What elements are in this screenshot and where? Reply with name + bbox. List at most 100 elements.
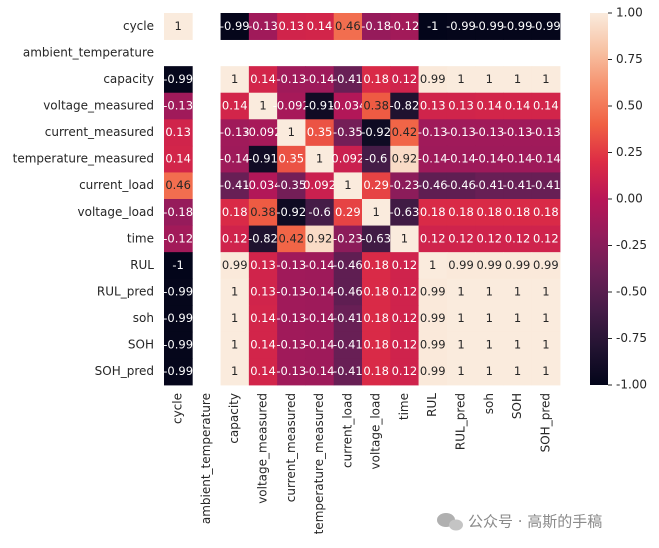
- cell-label: -0.92: [276, 205, 306, 219]
- cell-label: 0.12: [420, 231, 446, 245]
- cell-label: -0.63: [390, 205, 420, 219]
- heatmap-cell: [164, 305, 193, 333]
- heatmap-cell: [418, 172, 448, 200]
- heatmap-cell: [418, 66, 448, 94]
- heatmap-cell: [446, 92, 476, 120]
- heatmap-cell: [531, 145, 561, 173]
- cell-label: 1: [231, 338, 238, 352]
- cell-label: -0.092: [273, 99, 310, 113]
- heatmap-cell: [503, 172, 533, 200]
- x-tick-label: SOH: [510, 393, 524, 419]
- heatmap-cell: [277, 358, 306, 386]
- cell-label: 0.42: [392, 125, 418, 139]
- cell-label: 1: [372, 205, 379, 219]
- cell-label: 0.12: [392, 72, 418, 86]
- cell-label: -0.23: [333, 231, 363, 245]
- cell-label: 0.18: [533, 205, 559, 219]
- cell-label: -0.13: [503, 125, 533, 139]
- heatmap-cell: [418, 199, 448, 226]
- cell-label: 0.13: [420, 99, 446, 113]
- y-tick-label: voltage_load: [78, 205, 154, 219]
- heatmap-cell: [164, 225, 193, 253]
- heatmap-cell: [220, 92, 250, 120]
- heatmap-cell: [475, 172, 504, 200]
- y-tick-label: ambient_temperature: [23, 45, 154, 59]
- cell-label: 1: [344, 178, 351, 192]
- cell-label: 0.12: [392, 311, 418, 325]
- heatmap-cell: [362, 305, 391, 333]
- cell-label: -0.14: [446, 152, 476, 166]
- cell-label: 0.18: [363, 338, 389, 352]
- heatmap-cell: [305, 66, 335, 94]
- heatmap-cell: [248, 66, 278, 94]
- heatmap-cell: [446, 252, 476, 280]
- heatmap-cell: [503, 66, 533, 94]
- heatmap-cell: [503, 225, 533, 253]
- heatmap-cell: [446, 199, 476, 226]
- heatmap-cell: [503, 358, 533, 386]
- heatmap-cell: [333, 13, 363, 40]
- cell-label: 1: [486, 364, 493, 378]
- cell-label: 1: [231, 72, 238, 86]
- heatmap-cell: [333, 305, 363, 333]
- cell-label: 0.18: [363, 285, 389, 299]
- cell-label: -0.63: [361, 231, 391, 245]
- cell-label: -0.14: [305, 311, 335, 325]
- cell-label: 0.99: [420, 285, 446, 299]
- heatmap-cell: [475, 331, 504, 359]
- heatmap-cell: [390, 92, 419, 120]
- colorbar-tick-label: -0.75: [616, 331, 647, 345]
- heatmap-cell: [248, 145, 278, 173]
- heatmap-cell: [305, 199, 335, 226]
- heatmap-cell: [531, 13, 561, 40]
- heatmap-cell: [503, 305, 533, 333]
- heatmap-cell: [248, 225, 278, 253]
- colorbar: [590, 13, 608, 385]
- heatmap-cell: [164, 252, 193, 280]
- cell-label: 0.18: [476, 205, 502, 219]
- colorbar-tick-label: 0.75: [616, 52, 643, 66]
- heatmap-cell: [503, 119, 533, 147]
- cell-label: -0.034: [244, 178, 281, 192]
- heatmap-cell: [362, 358, 391, 386]
- y-tick-label: temperature_measured: [13, 152, 154, 166]
- heatmap-cell: [362, 172, 391, 200]
- cell-label: 0.92: [392, 152, 418, 166]
- cell-label: 1: [542, 285, 549, 299]
- heatmap-cell: [390, 252, 419, 280]
- cell-label: 0.46: [165, 178, 191, 192]
- heatmap-cell: [277, 225, 306, 253]
- heatmap-cell: [277, 66, 306, 94]
- heatmap-cell: [277, 145, 306, 173]
- cell-label: 0.14: [222, 99, 248, 113]
- cell-label: -0.35: [276, 178, 306, 192]
- cell-label: -0.46: [418, 178, 448, 192]
- heatmap-cell: [475, 199, 504, 226]
- heatmap-cell: [333, 119, 363, 147]
- heatmap-cell: [333, 172, 363, 200]
- x-tick-label: voltage_load: [369, 393, 383, 469]
- y-tick-label: voltage_measured: [43, 99, 154, 113]
- heatmap-cell: [390, 13, 419, 40]
- heatmap-cell: [418, 278, 448, 306]
- heatmap-cell: [277, 172, 306, 200]
- heatmap-cell: [164, 119, 193, 147]
- cell-label: -0.13: [276, 285, 306, 299]
- heatmap-cell: [277, 13, 306, 40]
- heatmap-cell: [362, 119, 391, 147]
- cell-label: -0.14: [531, 152, 561, 166]
- cell-label: -0.13: [276, 364, 306, 378]
- cell-label: -0.14: [503, 152, 533, 166]
- cell-label: -0.41: [333, 338, 363, 352]
- cell-label: -0.99: [446, 19, 476, 33]
- cell-label: 0.12: [505, 231, 531, 245]
- heatmap-cell: [531, 305, 561, 333]
- cell-label: -0.13: [276, 72, 306, 86]
- cell-label: 0.99: [476, 258, 502, 272]
- cell-label: 0.14: [476, 99, 502, 113]
- heatmap-cell: [333, 145, 363, 173]
- heatmap-cell: [220, 358, 250, 386]
- cell-label: 1: [401, 231, 408, 245]
- heatmap-cell: [418, 305, 448, 333]
- heatmap-cell: [248, 331, 278, 359]
